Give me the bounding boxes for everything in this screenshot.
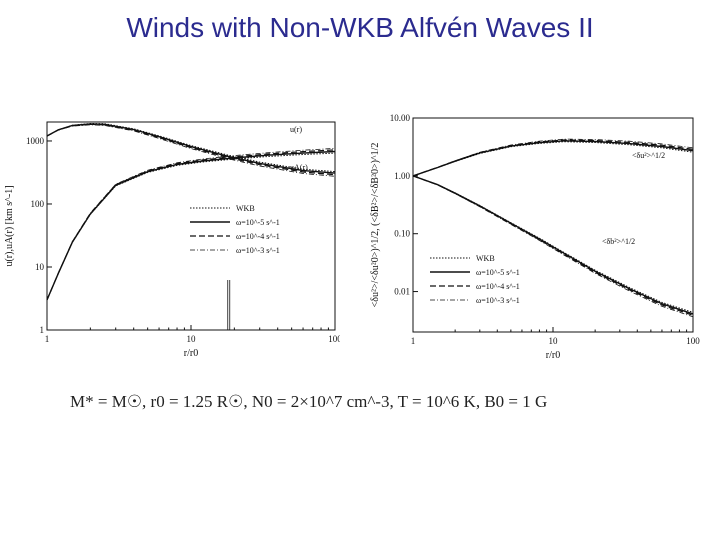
series-line-2-omega-1e-4 xyxy=(412,175,694,316)
right-chart: 1 10 100 0.01 0.10 1.00 10.00 r/r0 <δu²>/<δu²0>)… xyxy=(370,113,700,360)
y-tick-label: 0.10 xyxy=(394,229,410,239)
parameter-caption: M* = M☉, r0 = 1.25 R☉, N0 = 2×10^7 cm^-3… xyxy=(70,392,548,411)
y-tick-label: 100 xyxy=(31,199,45,209)
y-tick-label: 0.01 xyxy=(394,287,410,297)
series-line-2-omega-1e-5 xyxy=(412,175,694,315)
curve-annotation: uA(r) xyxy=(290,163,308,172)
series-line-1-omega-1e-3 xyxy=(412,138,694,177)
legend-label: ω=10^-4 s^-1 xyxy=(476,282,520,291)
y-tick-label: 1.00 xyxy=(394,171,410,181)
series-line-2-omega-1e-4 xyxy=(46,123,336,176)
x-tick-label: 10 xyxy=(187,334,197,344)
x-axis-label: r/r0 xyxy=(546,350,560,360)
y-tick-label: 10.00 xyxy=(390,113,411,123)
y-tick-label: 10 xyxy=(35,262,45,272)
series-line-2-omega-1e-5 xyxy=(46,123,336,174)
series-line-2-omega-1e-3 xyxy=(412,175,694,318)
x-axis-label: r/r0 xyxy=(184,348,198,358)
legend-label: WKB xyxy=(476,254,495,263)
series-line-1-omega-1e-5 xyxy=(46,150,336,301)
y-axis-label: u(r),uA(r) [km s^-1] xyxy=(4,185,15,266)
legend-label: ω=10^-3 s^-1 xyxy=(476,296,520,305)
x-tick-label: 100 xyxy=(686,336,700,346)
slide-title: Winds with Non-WKB Alfvén Waves II xyxy=(126,12,594,43)
series-line-1-wkb xyxy=(412,141,694,177)
y-tick-label: 1000 xyxy=(26,136,45,146)
curve-annotation: <δb²>^1/2 xyxy=(602,237,635,246)
curve-annotation: <δu²>^1/2 xyxy=(632,151,665,160)
left-chart: 1 10 100 1 10 100 1000 r/r0 u(r),uA(r) [km s^-1]… xyxy=(4,121,340,358)
legend-label: WKB xyxy=(236,204,255,213)
series-line-2-omega-1e-3 xyxy=(46,124,336,177)
legend-label: ω=10^-5 s^-1 xyxy=(476,268,520,277)
series-line-1-wkb xyxy=(46,152,336,301)
series-line-2-wkb xyxy=(412,175,694,313)
curve-annotation: u(r) xyxy=(290,125,302,134)
legend-label: ω=10^-5 s^-1 xyxy=(236,218,280,227)
series-line-1-omega-1e-4 xyxy=(46,149,336,301)
x-tick-label: 10 xyxy=(549,336,559,346)
x-tick-label: 100 xyxy=(328,334,340,344)
y-tick-label: 1 xyxy=(40,325,45,335)
legend-label: ω=10^-3 s^-1 xyxy=(236,246,280,255)
series-line-1-omega-1e-4 xyxy=(412,139,694,177)
y-axis-label: <δu²>/<δu²0>)^1/2, (<δB²>/<δB²0>)^1/2 xyxy=(370,143,381,308)
x-tick-label: 1 xyxy=(411,336,416,346)
series-line-1-omega-1e-3 xyxy=(46,148,336,301)
legend-label: ω=10^-4 s^-1 xyxy=(236,232,280,241)
x-tick-label: 1 xyxy=(45,334,50,344)
